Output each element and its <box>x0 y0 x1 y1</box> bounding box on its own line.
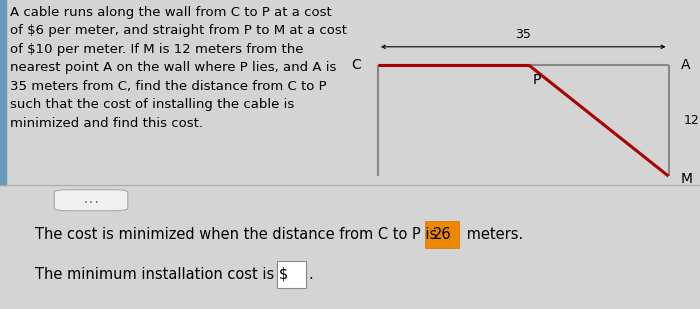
FancyBboxPatch shape <box>425 221 458 248</box>
Text: A cable runs along the wall from C to P at a cost
of $6 per meter, and straight : A cable runs along the wall from C to P … <box>10 6 347 129</box>
Text: 12: 12 <box>684 114 700 127</box>
Text: C: C <box>351 58 360 72</box>
Bar <box>0 0 6 185</box>
FancyBboxPatch shape <box>55 190 127 211</box>
Text: The minimum installation cost is $: The minimum installation cost is $ <box>35 267 288 282</box>
Text: 26: 26 <box>433 227 451 242</box>
Text: .: . <box>309 267 314 282</box>
Text: P: P <box>533 73 541 87</box>
Text: ...: ... <box>82 195 100 205</box>
Text: The cost is minimized when the distance from C to P is: The cost is minimized when the distance … <box>35 227 442 242</box>
Text: M: M <box>681 172 693 186</box>
Text: A: A <box>681 58 691 72</box>
Text: meters.: meters. <box>462 227 524 242</box>
Text: 35: 35 <box>515 28 531 41</box>
FancyBboxPatch shape <box>276 261 306 288</box>
